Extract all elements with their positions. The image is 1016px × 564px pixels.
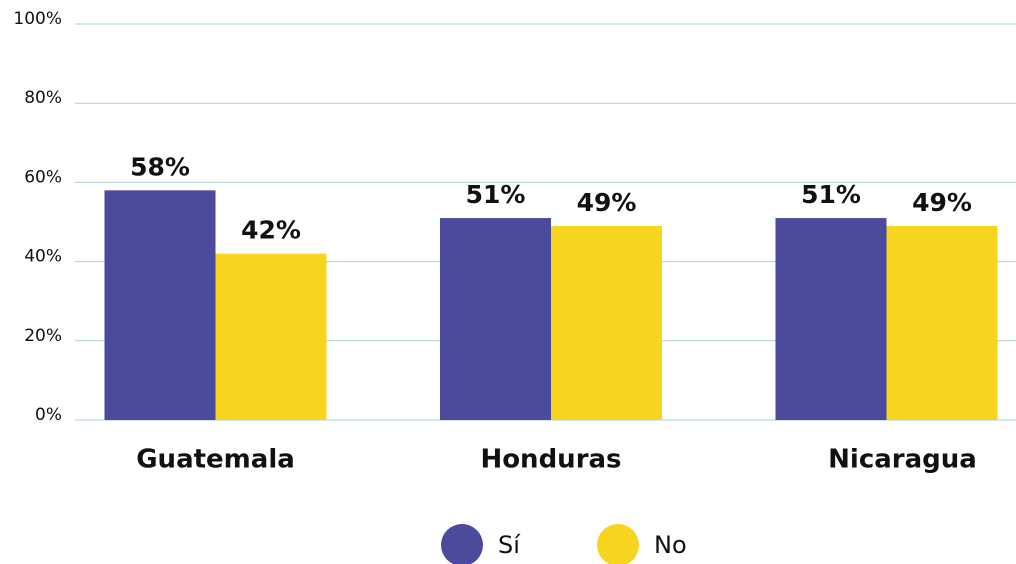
value-label: 51%: [466, 180, 526, 209]
bar: [551, 225, 662, 420]
bar: [440, 218, 551, 420]
bar: [104, 190, 216, 420]
x-tick-label: Honduras: [480, 445, 621, 475]
value-label: 49%: [912, 188, 972, 217]
bar: [775, 218, 887, 420]
legend-swatch: [597, 524, 639, 564]
y-tick-label: 20%: [24, 326, 62, 346]
value-label: 49%: [577, 188, 637, 217]
bar: [886, 225, 998, 420]
legend-label: Sí: [498, 531, 521, 559]
x-tick-label: Nicaragua: [828, 445, 977, 475]
value-label: 51%: [801, 180, 861, 209]
legend-swatch: [441, 524, 483, 564]
value-label: 58%: [130, 152, 190, 181]
y-tick-label: 40%: [24, 247, 62, 267]
y-tick-label: 60%: [24, 167, 62, 187]
value-label: 42%: [241, 216, 301, 245]
x-tick-label: Guatemala: [136, 445, 295, 475]
legend-label: No: [654, 531, 687, 559]
bar: [215, 253, 327, 420]
y-tick-label: 100%: [13, 9, 62, 29]
y-tick-label: 80%: [24, 88, 62, 108]
y-tick-label: 0%: [35, 405, 62, 425]
